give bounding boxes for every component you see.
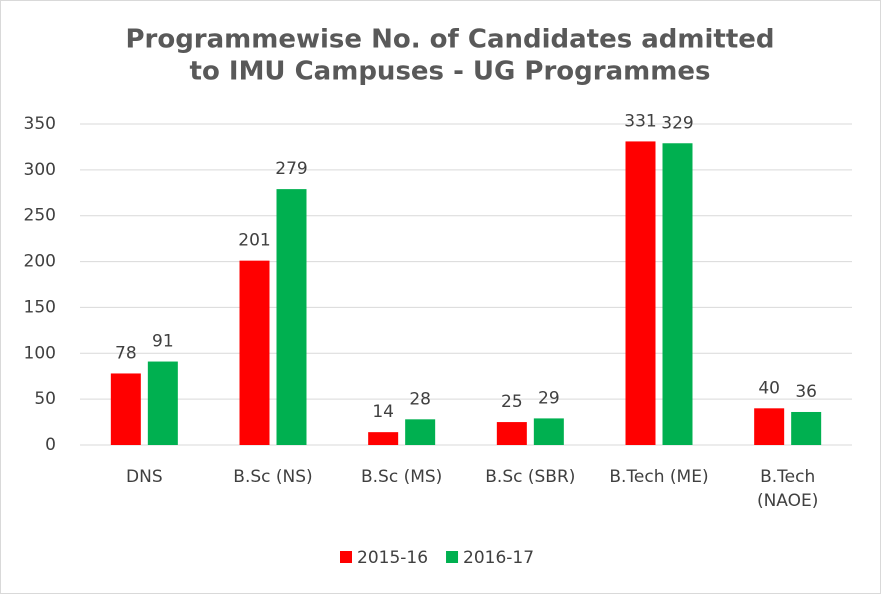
x-tick-label: B.Tech (NAOE) [756, 467, 819, 511]
bar [662, 143, 693, 445]
bar [276, 189, 307, 445]
data-label: 329 [661, 113, 693, 133]
bar [405, 419, 436, 445]
bar [368, 432, 399, 445]
data-label: 40 [758, 378, 780, 398]
y-tick-label: 0 [45, 435, 56, 455]
x-tick-label: B.Tech (ME) [609, 467, 709, 487]
x-tick-label: B.Sc (MS) [360, 467, 443, 487]
y-tick-label: 50 [34, 389, 56, 409]
bar [791, 411, 822, 445]
bar [754, 408, 785, 445]
data-label: 279 [275, 159, 307, 179]
x-tick-label: DNS [126, 467, 163, 487]
data-label: 29 [538, 388, 560, 408]
data-label: 25 [501, 392, 523, 412]
legend-swatch [446, 551, 459, 563]
x-tick-label: B.Sc (NS) [233, 467, 313, 487]
y-tick-label: 100 [24, 343, 56, 363]
y-tick-label: 250 [24, 206, 56, 226]
x-tick-label: B.Sc (SBR) [485, 467, 576, 487]
y-tick-label: 200 [24, 252, 56, 272]
bar [533, 418, 564, 445]
data-label: 28 [409, 389, 431, 409]
bar [496, 422, 527, 445]
data-label: 14 [372, 402, 394, 422]
data-label: 331 [624, 111, 656, 131]
chart-title: Programmewise No. of Candidates admitted [125, 25, 774, 55]
y-tick-label: 150 [24, 297, 56, 317]
legend-label: 2016-17 [463, 548, 534, 568]
data-label: 91 [152, 332, 174, 352]
bar [110, 373, 141, 445]
bar [625, 141, 656, 445]
legend-swatch [340, 551, 352, 563]
data-label: 78 [115, 343, 137, 363]
bar [147, 361, 178, 445]
data-label: 201 [238, 231, 270, 251]
bar [239, 260, 270, 445]
y-tick-label: 300 [24, 160, 56, 180]
data-label: 36 [795, 382, 817, 402]
chart-title: to IMU Campuses - UG Programmes [190, 57, 711, 87]
legend-label: 2015-16 [357, 548, 428, 568]
y-tick-label: 350 [24, 114, 56, 134]
